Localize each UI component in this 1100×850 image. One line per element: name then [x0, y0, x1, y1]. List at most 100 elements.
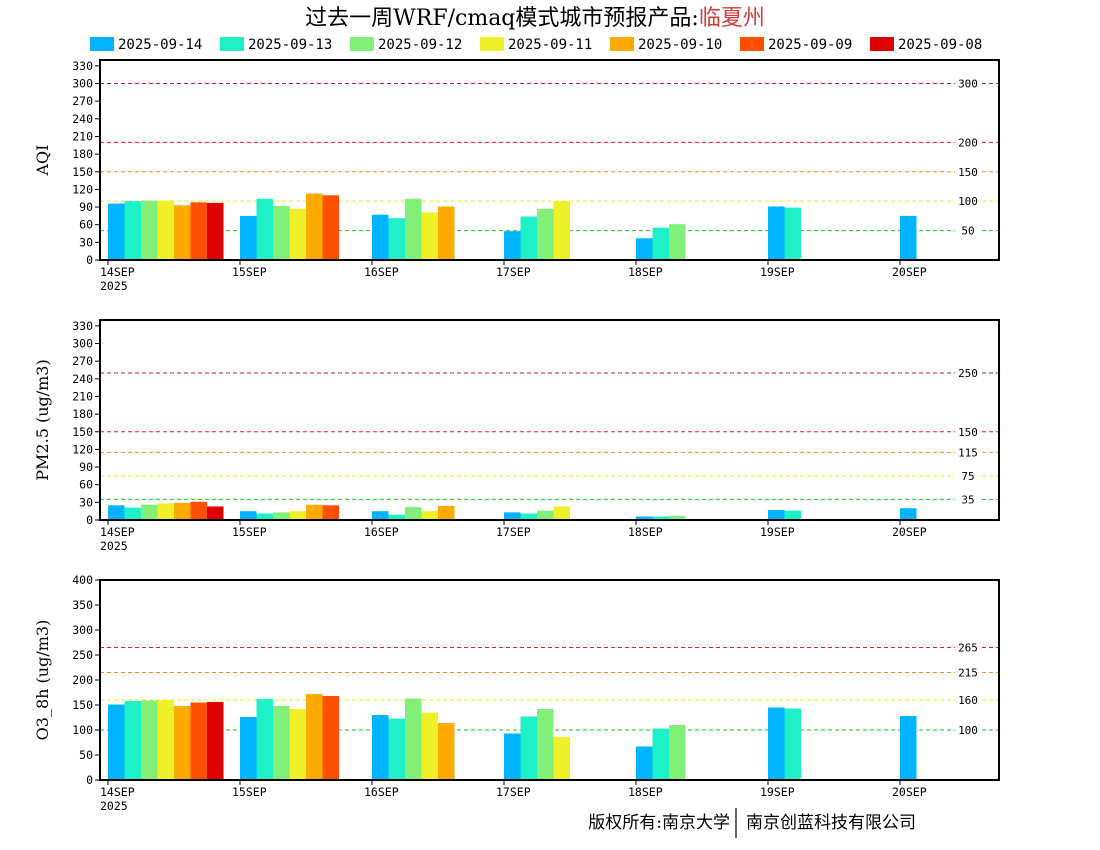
legend-label: 2025-09-13	[248, 37, 332, 53]
x-tick-label: 15SEP	[232, 785, 267, 799]
x-tick-label: 19SEP	[760, 785, 795, 799]
bar	[124, 201, 141, 260]
y-tick-label: 330	[72, 59, 93, 73]
x-tick-label: 2025	[100, 799, 128, 813]
bar	[636, 746, 653, 780]
x-tick-label: 15SEP	[232, 525, 267, 539]
bar	[900, 508, 917, 520]
bar	[157, 200, 174, 260]
bar	[372, 511, 389, 520]
reference-label: 150	[958, 166, 978, 179]
bar	[289, 511, 306, 520]
bar	[256, 513, 273, 520]
bar	[553, 201, 570, 260]
bar	[520, 716, 537, 780]
footer-copyright: 版权所有:南京大学	[588, 813, 730, 833]
bar	[240, 215, 257, 260]
reference-label-bg	[955, 724, 981, 735]
y-tick-label: 60	[79, 478, 93, 492]
bar	[768, 206, 785, 260]
footer-company: 南京创蓝科技有限公司	[746, 813, 916, 833]
reference-label-bg	[955, 446, 981, 458]
bar	[636, 516, 653, 520]
y-tick-label: 240	[72, 372, 93, 386]
reference-label-bg	[955, 493, 981, 505]
bar	[174, 706, 191, 780]
y-tick-label: 180	[72, 407, 93, 421]
x-tick-label: 14SEP	[100, 265, 135, 279]
bar	[141, 200, 158, 260]
bar	[124, 701, 141, 780]
legend-label: 2025-09-08	[898, 37, 982, 53]
reference-label-bg	[955, 425, 981, 437]
reference-label: 75	[961, 470, 974, 483]
legend-swatch	[740, 37, 764, 51]
y-tick-label: 30	[79, 495, 93, 509]
o3-8h-panel: 265 215 160 100 0 50 100 150 200 250 300 350 400 14SE…	[33, 573, 1000, 813]
reference-label-bg	[955, 224, 981, 236]
reference-label-bg	[955, 77, 981, 89]
x-tick-label: 18SEP	[628, 525, 663, 539]
y-tick-label: 90	[79, 200, 93, 214]
reference-label: 100	[958, 724, 978, 737]
x-tick-label: 19SEP	[760, 265, 795, 279]
bar	[190, 702, 207, 780]
legend-swatch	[350, 37, 374, 51]
y-tick-label: 300	[72, 77, 93, 91]
y-tick-label: 270	[72, 354, 93, 368]
bar	[537, 709, 554, 780]
bar	[256, 198, 273, 260]
bar	[256, 699, 273, 780]
bar	[652, 516, 669, 520]
legend-swatch	[480, 37, 504, 51]
x-tick-label: 17SEP	[496, 525, 531, 539]
y-tick-label: 0	[86, 513, 93, 527]
bar	[207, 202, 224, 260]
x-tick-label: 2025	[100, 279, 128, 293]
reference-label: 215	[958, 667, 978, 680]
reference-label-bg	[955, 694, 981, 705]
bar	[784, 708, 801, 780]
bar	[652, 227, 669, 260]
x-tick-label: 2025	[100, 539, 128, 553]
reference-label: 200	[958, 136, 978, 149]
bar	[108, 203, 125, 260]
chart-title: 过去一周WRF/cmaq模式城市预报产品:临夏州	[305, 6, 765, 31]
bar	[669, 515, 686, 520]
y-tick-label: 150	[72, 165, 93, 179]
bar	[537, 208, 554, 260]
legend-label: 2025-09-12	[378, 37, 462, 53]
x-tick-label: 20SEP	[892, 265, 927, 279]
y-tick-label: 60	[79, 218, 93, 232]
y-tick-label: 210	[72, 129, 93, 143]
plot-frame	[99, 319, 1000, 521]
bar	[306, 504, 323, 520]
legend-swatch	[610, 37, 634, 51]
reference-label: 265	[958, 642, 978, 655]
y-tick-label: 240	[72, 112, 93, 126]
reference-label-bg	[955, 641, 981, 653]
bar	[900, 716, 917, 780]
legend-label: 2025-09-09	[768, 37, 852, 53]
bar	[108, 704, 125, 780]
x-tick-label: 17SEP	[496, 785, 531, 799]
y-tick-label: 250	[72, 648, 93, 662]
reference-label-bg	[955, 195, 981, 207]
reference-label: 160	[958, 694, 978, 707]
bar	[405, 698, 422, 780]
bar	[141, 504, 158, 520]
bar	[388, 218, 405, 260]
y-tick-label: 200	[72, 673, 93, 687]
y-axis-label: PM2.5 (ug/m3)	[33, 359, 52, 480]
y-tick-label: 350	[72, 598, 93, 612]
x-tick-label: 17SEP	[496, 265, 531, 279]
x-tick-label: 20SEP	[892, 525, 927, 539]
y-tick-label: 180	[72, 147, 93, 161]
chart-title-main: 过去一周WRF/cmaq模式城市预报产品:	[305, 6, 699, 31]
pm25-panel: 250 150 115 75 35 0 30 60 90 120 150 180 210 240 270 30…	[33, 319, 1000, 553]
bar	[421, 712, 438, 780]
y-tick-label: 150	[72, 698, 93, 712]
x-tick-label: 14SEP	[100, 785, 135, 799]
x-tick-label: 19SEP	[760, 525, 795, 539]
